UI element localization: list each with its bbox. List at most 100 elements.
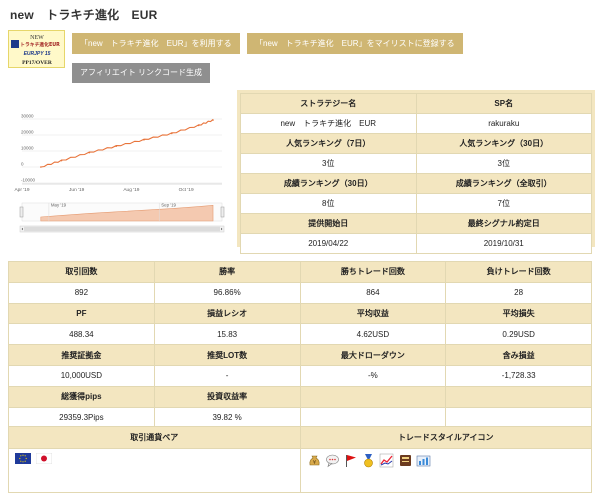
equity-point — [88, 151, 91, 154]
x-tick-label: Oct '19 — [179, 187, 194, 193]
equity-point — [212, 119, 214, 121]
equity-point — [115, 145, 117, 147]
page-title: new トラキチ進化 EUR — [10, 8, 158, 22]
profit-chart[interactable]: 30000 20000 10000 0 -10000 Apr '19 Jun '19 Aug … — [8, 93, 226, 239]
navigator-left-handle[interactable] — [19, 206, 24, 218]
wins-value: 864 — [299, 281, 447, 304]
pair-header: 取引通貨ペア — [8, 426, 301, 449]
y-tick-label: 10000 — [21, 146, 34, 151]
y-tick-label: 30000 — [21, 114, 34, 119]
avg-loss-header: 平均損失 — [445, 302, 592, 325]
winrate-header: 勝率 — [153, 261, 301, 283]
equity-point — [197, 124, 200, 127]
strategy-logo: NEW トラキチ進化EUR EURJPY 15 PP17/OVER — [8, 30, 65, 68]
pair-style-table: 取引通貨ペア トレードスタイルアイコン ¥ — [8, 426, 592, 493]
trend-chart-icon[interactable] — [379, 453, 394, 468]
trades-header: 取引回数 — [8, 261, 155, 283]
trade-stats-table: 取引回数 勝率 勝ちトレード回数 負けトレード回数 892 96.86% 864… — [8, 261, 592, 429]
scroll-right-arrow-icon[interactable] — [221, 227, 223, 231]
strategy-name-value: new トラキチ進化 EUR — [240, 113, 417, 134]
trades-value: 892 — [8, 281, 155, 304]
empty-value-cell — [299, 406, 447, 429]
rank30-value: 3位 — [415, 153, 592, 174]
equity-point — [170, 132, 173, 135]
style-icons-cell: ¥ — [299, 448, 592, 493]
pips-header: 総獲得pips — [8, 385, 155, 408]
speech-bubble-icon[interactable] — [325, 453, 340, 468]
empty-header-cell — [445, 385, 592, 408]
equity-point — [40, 166, 42, 168]
affiliate-link-button[interactable]: アフィリエイト リンクコード生成 — [72, 63, 211, 83]
pf-header: PF — [8, 302, 155, 325]
max-dd-header: 最大ドローダウン — [299, 344, 447, 366]
start-date-header: 提供開始日 — [240, 213, 417, 234]
winrate-value: 96.86% — [153, 281, 301, 304]
y-tick-label: 0 — [21, 162, 24, 167]
unrealized-header: 含み損益 — [445, 344, 592, 366]
x-tick-label: Apr '19 — [14, 187, 29, 193]
rank30-header: 人気ランキング（30日） — [415, 133, 592, 154]
scroll-left-arrow-icon[interactable] — [21, 227, 24, 231]
sp-name-header: SP名 — [415, 93, 592, 114]
pf-value: 488.34 — [8, 323, 155, 346]
lot-header: 推奨LOT数 — [153, 344, 301, 366]
roi-header: 投資収益率 — [153, 385, 301, 408]
briefcase-chart-icon[interactable] — [416, 453, 431, 468]
style-header: トレードスタイルアイコン — [299, 426, 592, 449]
x-tick-label: Aug '19 — [123, 187, 139, 193]
empty-header-cell — [299, 385, 447, 408]
navigator-area — [40, 204, 214, 222]
add-to-mylist-button[interactable]: 「new トラキチ進化 EUR」をマイリストに登録する — [247, 33, 463, 54]
perf-all-value: 7位 — [415, 193, 592, 214]
strategy-info-table: ストラテジー名 SP名 new トラキチ進化 EUR rakuraku 人気ラン… — [240, 93, 592, 254]
logo-line4: PP17/OVER — [22, 60, 53, 66]
ratio-value: 15.83 — [153, 323, 301, 346]
logo-line1: NEW — [30, 35, 44, 41]
losses-value: 28 — [445, 281, 592, 304]
last-signal-value: 2019/10/31 — [415, 233, 592, 254]
strategy-name-header: ストラテジー名 — [240, 93, 417, 114]
logo-line2: トラキチ進化EUR — [20, 41, 60, 48]
svg-text:¥: ¥ — [312, 460, 315, 466]
perf-all-header: 成績ランキング（全取引） — [415, 173, 592, 194]
margin-header: 推奨証拠金 — [8, 344, 155, 366]
red-flag-icon[interactable] — [343, 453, 358, 468]
y-tick-label: -10000 — [21, 178, 36, 183]
perf30-header: 成績ランキング（30日） — [240, 173, 417, 194]
pair-icons-cell — [8, 448, 301, 493]
equity-line — [40, 118, 214, 168]
unrealized-value: -1,728.33 — [445, 364, 592, 387]
navigator-tick-label: May '19 — [51, 203, 67, 208]
money-bag-icon[interactable]: ¥ — [307, 453, 322, 468]
book-icon[interactable] — [398, 453, 413, 468]
equity-point — [143, 139, 145, 141]
wins-header: 勝ちトレード回数 — [299, 261, 447, 283]
rank7-header: 人気ランキング（7日） — [240, 133, 417, 154]
max-dd-value: -% — [299, 364, 447, 387]
last-signal-header: 最終シグナル約定日 — [415, 213, 592, 234]
logo-line3: EURJPY 15 — [24, 51, 51, 57]
rank7-value: 3位 — [240, 153, 417, 174]
navigator-tick-label: Sep '19 — [161, 203, 176, 208]
empty-value-cell — [445, 406, 592, 429]
chart-scrollbar-thumb[interactable] — [24, 226, 220, 232]
sp-name-value: rakuraku — [415, 113, 592, 134]
use-strategy-button[interactable]: 「new トラキチ進化 EUR」を利用する — [72, 33, 240, 54]
start-date-value: 2019/04/22 — [240, 233, 417, 254]
avg-gain-header: 平均収益 — [299, 302, 447, 325]
margin-value: 10,000USD — [8, 364, 155, 387]
japan-flag-icon[interactable] — [36, 453, 53, 464]
losses-header: 負けトレード回数 — [445, 261, 592, 283]
x-tick-label: Jun '19 — [69, 187, 85, 193]
y-tick-label: 20000 — [21, 130, 34, 135]
avg-gain-value: 4.62USD — [299, 323, 447, 346]
ratio-header: 損益レシオ — [153, 302, 301, 325]
eu-flag-icon[interactable] — [15, 453, 31, 464]
equity-point — [60, 159, 63, 162]
lot-value: - — [153, 364, 301, 387]
medal-icon[interactable] — [361, 453, 376, 468]
navigator-right-handle[interactable] — [220, 206, 225, 218]
perf30-value: 8位 — [240, 193, 417, 214]
roi-value: 39.82 % — [153, 406, 301, 429]
pips-value: 29359.3Pips — [8, 406, 155, 429]
